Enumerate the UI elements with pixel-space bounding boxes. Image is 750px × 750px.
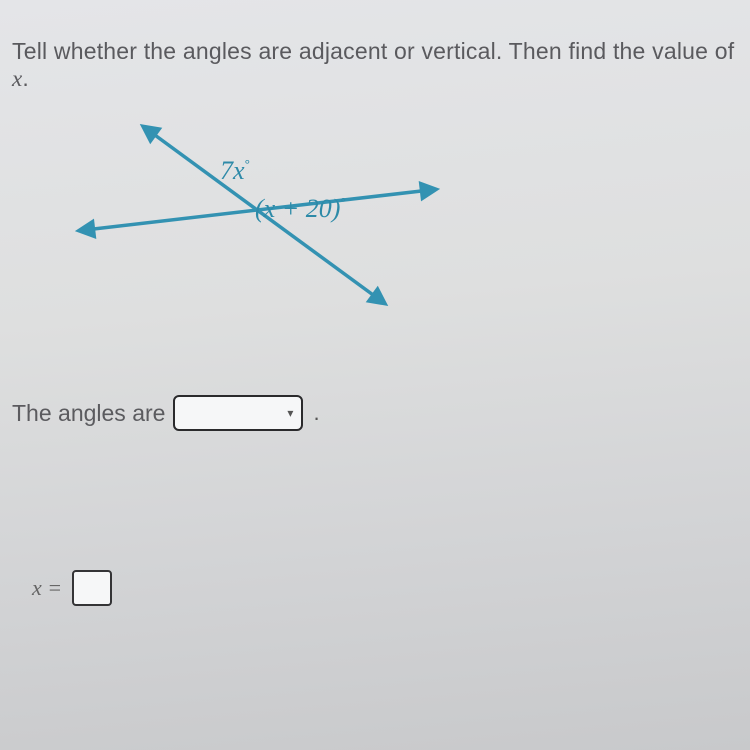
chevron-down-icon: ▾: [287, 406, 293, 420]
lines-svg: [70, 120, 470, 350]
angle-diagram: 7x° (x + 20)°: [70, 120, 470, 350]
open-paren: (: [255, 194, 264, 223]
sentence-period: .: [313, 400, 319, 426]
angle-label-x-plus-20: (x + 20)°: [255, 194, 346, 224]
angle-type-select[interactable]: ▾: [173, 395, 303, 431]
degree-symbol-2: °: [340, 194, 346, 210]
angle-top-text: 7x: [220, 156, 245, 185]
angle-label-7x: 7x°: [220, 156, 250, 186]
prompt-text: Tell whether the angles are adjacent or …: [12, 38, 734, 64]
period: .: [22, 65, 29, 91]
worksheet-page: Tell whether the angles are adjacent or …: [0, 0, 750, 750]
x-value-input[interactable]: [72, 570, 112, 606]
x-value-row: x =: [32, 570, 112, 606]
variable-x: x: [12, 66, 22, 91]
degree-symbol: °: [245, 156, 251, 172]
question-prompt: Tell whether the angles are adjacent or …: [12, 38, 750, 92]
angles-are-label: The angles are: [12, 400, 165, 427]
answer-sentence: The angles are ▾ .: [12, 395, 320, 431]
angle-bottom-text: x + 20: [264, 194, 332, 223]
x-equals-label: x =: [32, 575, 62, 601]
